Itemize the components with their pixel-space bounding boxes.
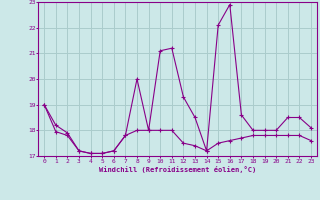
- X-axis label: Windchill (Refroidissement éolien,°C): Windchill (Refroidissement éolien,°C): [99, 166, 256, 173]
